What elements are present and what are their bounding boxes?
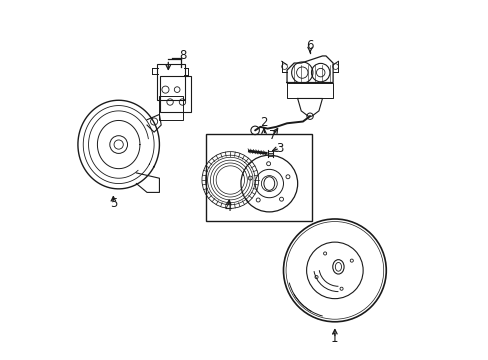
Text: 8: 8 bbox=[179, 49, 186, 62]
Text: 5: 5 bbox=[109, 197, 117, 210]
Text: 4: 4 bbox=[224, 201, 232, 214]
Text: 7: 7 bbox=[268, 129, 276, 142]
Text: 6: 6 bbox=[305, 39, 313, 52]
Text: 2: 2 bbox=[260, 116, 267, 129]
Text: 1: 1 bbox=[330, 332, 338, 345]
Text: 3: 3 bbox=[276, 141, 283, 154]
